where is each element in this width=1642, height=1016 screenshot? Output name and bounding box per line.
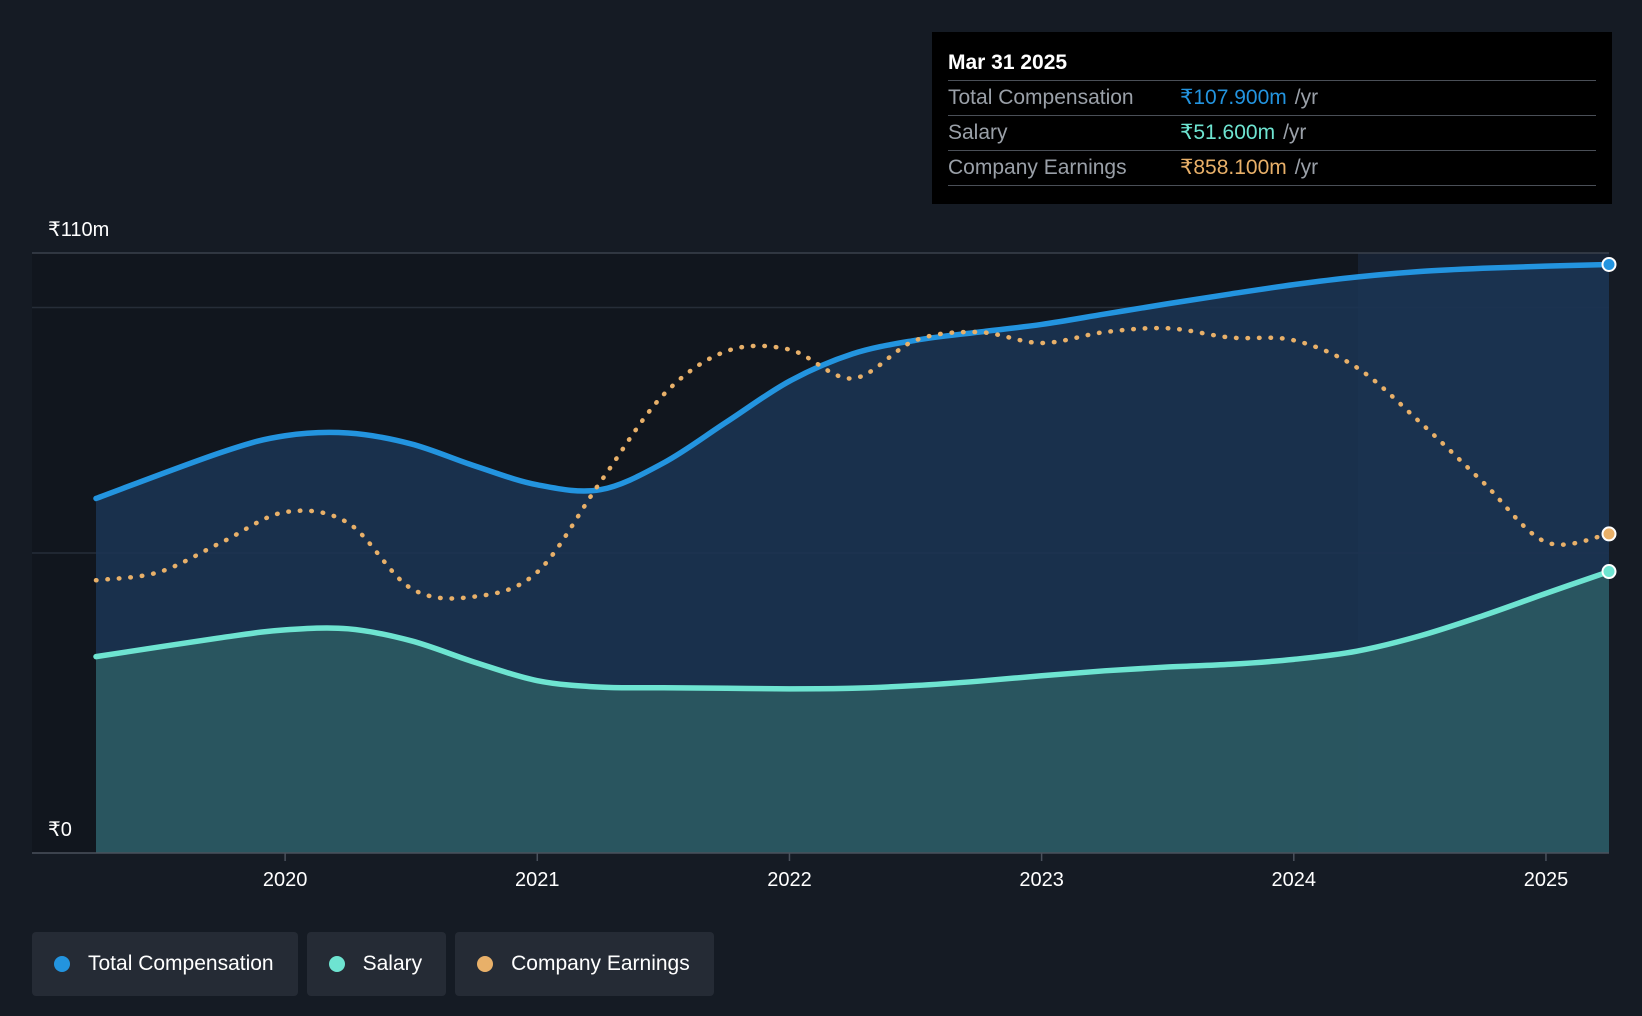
- tooltip-label: Salary: [948, 121, 1008, 144]
- series-line-dotted: [93, 325, 1612, 601]
- legend-item-company-earnings[interactable]: Company Earnings: [455, 932, 714, 996]
- tooltip-value: ₹51.600m: [1180, 121, 1276, 144]
- x-tick-label: 2022: [767, 869, 812, 891]
- series-end-marker: [1601, 526, 1617, 542]
- series-area: [96, 571, 1609, 853]
- tooltip-unit: /yr: [1283, 121, 1307, 144]
- tooltip-unit: /yr: [1294, 86, 1319, 109]
- series-line: [93, 568, 1612, 692]
- y-tick-label-max: ₹110m: [48, 219, 109, 241]
- tooltip-date: Mar 31 2025: [948, 46, 1596, 81]
- hover-tooltip: Mar 31 2025 Total Compensation ₹107.900m…: [932, 32, 1612, 204]
- legend-item-total-compensation[interactable]: Total Compensation: [32, 932, 298, 996]
- chart-legend: Total Compensation Salary Company Earnin…: [32, 932, 723, 996]
- x-tick-label: 2024: [1272, 869, 1317, 891]
- tooltip-label: Company Earnings: [948, 156, 1127, 179]
- tooltip-label: Total Compensation: [948, 86, 1134, 109]
- x-tick-label: 2025: [1524, 869, 1569, 891]
- series-end-marker: [1601, 256, 1617, 272]
- legend-dot-icon: [328, 956, 345, 972]
- legend-item-salary[interactable]: Salary: [306, 932, 447, 996]
- x-tick-label: 2020: [263, 869, 308, 891]
- tooltip-row-company-earnings: Company Earnings ₹858.100m /yr: [948, 151, 1596, 186]
- legend-dot-icon: [477, 956, 494, 972]
- y-tick-label-zero: ₹0: [48, 819, 72, 841]
- tooltip-unit: /yr: [1294, 156, 1319, 179]
- tooltip-row-salary: Salary ₹51.600m /yr: [948, 116, 1596, 151]
- legend-label: Company Earnings: [511, 952, 690, 975]
- series-line: [93, 261, 1612, 502]
- tooltip-row-total-compensation: Total Compensation ₹107.900m /yr: [948, 81, 1596, 116]
- legend-label: Salary: [362, 952, 423, 975]
- x-tick-label: 2023: [1019, 869, 1064, 891]
- tooltip-value: ₹858.100m: [1180, 156, 1287, 179]
- x-tick-label: 2021: [515, 869, 560, 891]
- series-end-marker: [1601, 564, 1617, 580]
- legend-label: Total Compensation: [88, 952, 274, 975]
- tooltip-value: ₹107.900m: [1180, 86, 1287, 109]
- legend-dot-icon: [54, 956, 70, 972]
